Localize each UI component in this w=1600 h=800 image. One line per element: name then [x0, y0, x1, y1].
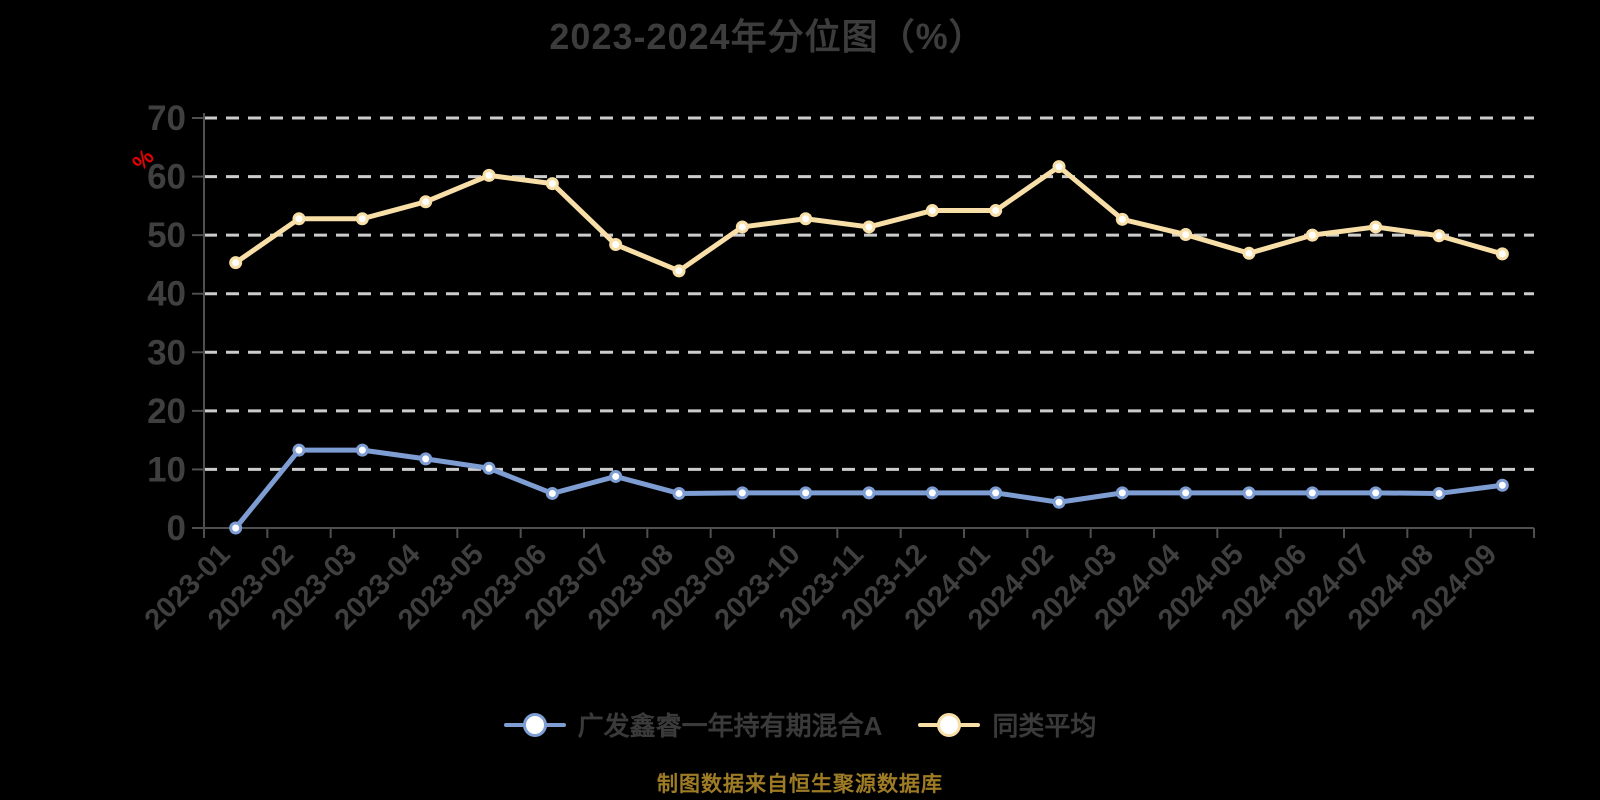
svg-text:60: 60 [147, 158, 186, 197]
svg-text:10: 10 [147, 450, 186, 489]
legend-marker-fund-icon [503, 712, 566, 737]
svg-text:30: 30 [147, 333, 186, 372]
legend-marker-average-icon [918, 712, 981, 737]
legend: 广发鑫睿一年持有期混合A 同类平均 [0, 706, 1600, 743]
page-title: 2023-2024年分位图（%） [549, 16, 986, 57]
svg-text:0: 0 [167, 509, 186, 548]
legend-item-fund[interactable]: 广发鑫睿一年持有期混合A [503, 706, 883, 743]
legend-label-average: 同类平均 [992, 711, 1097, 741]
legend-item-average[interactable]: 同类平均 [918, 706, 1096, 743]
svg-text:70: 70 [147, 99, 186, 138]
legend-dot-icon [937, 712, 962, 737]
data-source-note: 制图数据来自恒生聚源数据库 [657, 773, 943, 796]
svg-text:20: 20 [147, 392, 186, 431]
svg-text:40: 40 [147, 275, 186, 314]
legend-label-fund: 广发鑫睿一年持有期混合A [577, 711, 883, 741]
svg-text:50: 50 [147, 216, 186, 255]
legend-dot-icon [522, 712, 547, 737]
line-chart: % 0102030405060702023-012023-022023-0320… [127, 99, 1535, 636]
chart-layer: 0102030405060702023-012023-022023-032023… [139, 99, 1535, 636]
